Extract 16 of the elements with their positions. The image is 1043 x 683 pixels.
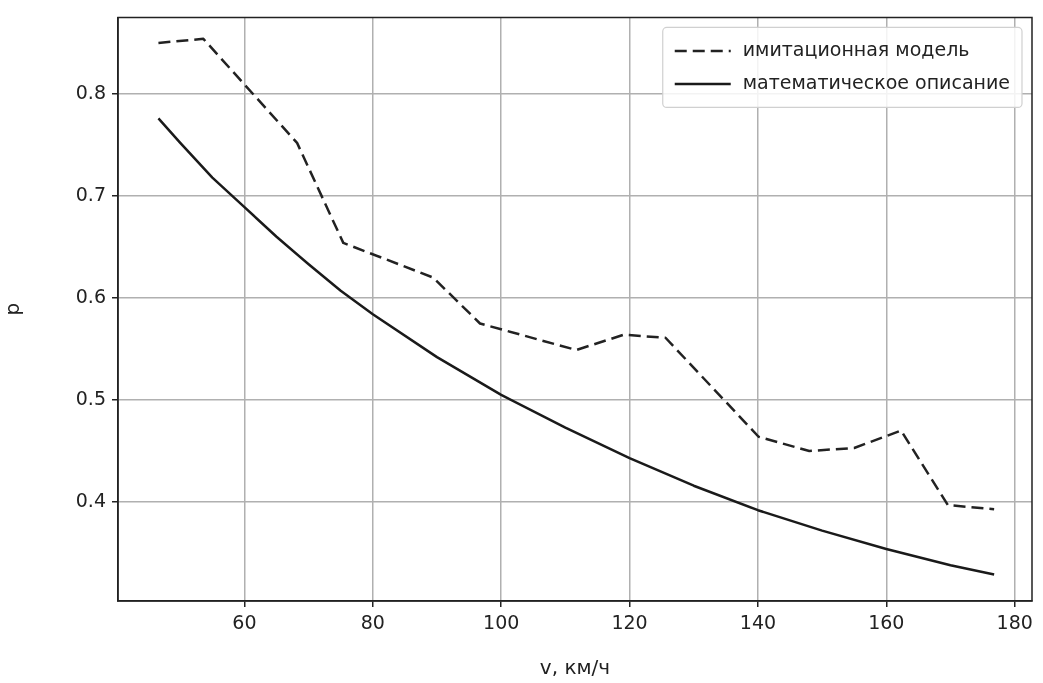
x-axis-title: v, км/ч: [539, 655, 611, 680]
x-tick-label: 120: [611, 611, 648, 634]
y-tick-label: 0.8: [75, 80, 106, 103]
x-tick-label: 180: [996, 611, 1033, 634]
x-tick-label: 140: [739, 611, 777, 634]
y-tick-label: 0.7: [75, 182, 106, 205]
x-tick-label: 80: [360, 611, 385, 634]
x-tick-label: 100: [483, 611, 520, 634]
x-tick-label: 60: [232, 611, 257, 634]
y-tick-label: 0.6: [75, 284, 106, 307]
y-tick-label: 0.4: [75, 488, 106, 511]
legend-label: математическое описание: [742, 70, 1010, 93]
y-axis-title: p: [0, 302, 25, 316]
y-tick-label: 0.5: [75, 386, 106, 409]
legend-label: имитационная модель: [742, 37, 970, 60]
x-tick-label: 160: [868, 611, 905, 634]
